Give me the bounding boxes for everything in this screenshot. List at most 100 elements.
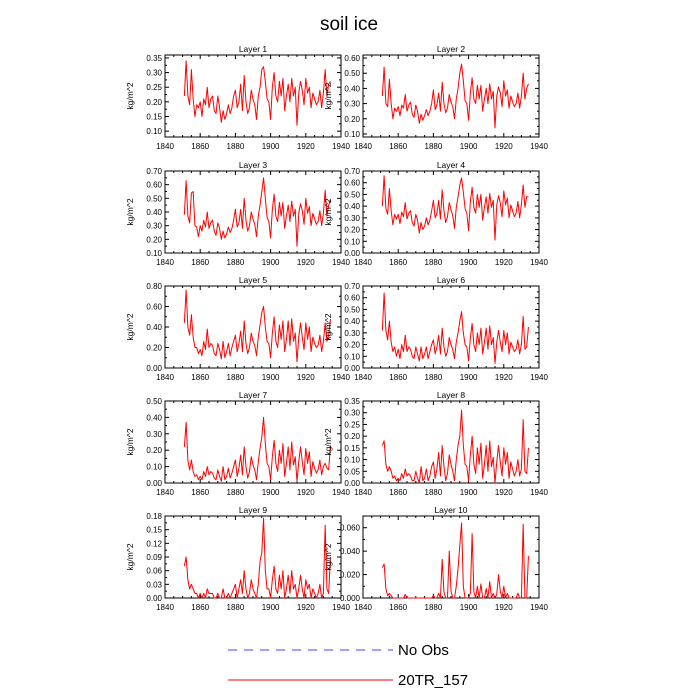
y-tick-label: 0.060 <box>340 524 361 533</box>
y-tick-label: 0.40 <box>344 317 360 326</box>
y-tick-label: 0.06 <box>146 567 162 576</box>
panel-layer-7: Layer 7 kg/m^2 1840 1860 1880 1900 1920 1940 0.0… <box>125 390 350 497</box>
x-tick-label: 1860 <box>389 603 407 612</box>
y-tick-label: 0.40 <box>146 323 162 332</box>
figure-title: soil ice <box>320 14 378 35</box>
panel-layer-1: Layer 1 kg/m^2 1840 1860 1880 1900 1920 1940 0.1… <box>125 44 350 151</box>
x-tick-label: 1900 <box>460 488 478 497</box>
y-axis-label: kg/m^2 <box>323 543 333 570</box>
x-tick-label: 1880 <box>425 488 443 497</box>
y-tick-label: 0.10 <box>344 352 360 361</box>
y-tick-label: 0.50 <box>344 190 360 199</box>
x-tick-label: 1880 <box>227 603 245 612</box>
plot-frame <box>362 54 540 138</box>
y-axis-label: kg/m^2 <box>323 313 333 340</box>
legend-label-no-obs: No Obs <box>398 642 449 659</box>
series-line-20tr-157 <box>183 177 331 247</box>
y-tick-label: 0.80 <box>146 282 162 291</box>
x-tick-label: 1860 <box>191 258 209 267</box>
panel-title: Layer 8 <box>437 390 466 400</box>
y-tick-label: 0.40 <box>146 208 162 217</box>
x-tick-label: 1880 <box>227 488 245 497</box>
panel-layer-5: Layer 5 kg/m^2 1840 1860 1880 1900 1920 1940 0.0… <box>125 275 350 382</box>
y-tick-label: 0.30 <box>344 214 360 223</box>
panel-title: Layer 2 <box>437 44 466 54</box>
x-tick-label: 1880 <box>425 142 443 151</box>
x-tick-label: 1940 <box>332 488 350 497</box>
y-tick-label: 0.60 <box>146 303 162 312</box>
x-tick-label: 1940 <box>530 603 548 612</box>
series-line-20tr-157 <box>381 175 529 241</box>
panel-layer-2: Layer 2 kg/m^2 1840 1860 1880 1900 1920 1940 0.1… <box>323 44 548 151</box>
y-tick-label: 0.040 <box>340 547 361 556</box>
series-line-20tr-157 <box>183 60 331 126</box>
x-tick-label: 1880 <box>227 373 245 382</box>
y-tick-label: 0.60 <box>344 179 360 188</box>
x-tick-label: 1860 <box>191 142 209 151</box>
legend-label-20tr-157: 20TR_157 <box>398 672 468 689</box>
panel-title: Layer 6 <box>437 275 466 285</box>
y-tick-label: 0.70 <box>344 167 360 176</box>
panel-title: Layer 9 <box>239 505 268 515</box>
y-tick-label: 0.60 <box>146 181 162 190</box>
y-tick-label: 0.70 <box>344 282 360 291</box>
y-tick-label: 0.12 <box>146 539 162 548</box>
panel-title: Layer 3 <box>239 160 268 170</box>
x-tick-label: 1900 <box>262 488 280 497</box>
y-tick-label: 0.35 <box>146 54 162 63</box>
x-tick-label: 1920 <box>297 603 315 612</box>
legend: No Obs 20TR_157 <box>228 642 468 689</box>
panel-title: Layer 5 <box>239 275 268 285</box>
x-tick-label: 1840 <box>156 142 174 151</box>
x-tick-label: 1940 <box>530 373 548 382</box>
y-tick-label: 0.15 <box>146 113 162 122</box>
x-tick-label: 1940 <box>332 142 350 151</box>
y-tick-label: 0.00 <box>344 364 360 373</box>
y-tick-label: 0.10 <box>344 130 360 139</box>
panel-layer-9: Layer 9 kg/m^2 1840 1860 1880 1900 1920 1940 0.0… <box>125 505 350 612</box>
y-tick-label: 0.40 <box>344 84 360 93</box>
x-tick-label: 1940 <box>530 258 548 267</box>
x-tick-label: 1860 <box>191 373 209 382</box>
x-tick-label: 1940 <box>332 373 350 382</box>
x-tick-label: 1840 <box>354 603 372 612</box>
panel-title: Layer 7 <box>239 390 268 400</box>
series-line-20tr-157 <box>183 416 331 482</box>
x-tick-label: 1880 <box>227 142 245 151</box>
y-tick-label: 0.00 <box>344 249 360 258</box>
panels: Layer 1 kg/m^2 1840 1860 1880 1900 1920 1940 0.1… <box>125 44 548 612</box>
y-tick-label: 0.30 <box>344 409 360 418</box>
y-tick-label: 0.20 <box>344 226 360 235</box>
x-tick-label: 1900 <box>460 373 478 382</box>
y-axis-label: kg/m^2 <box>125 313 135 340</box>
series-line-20tr-157 <box>381 63 529 129</box>
panel-layer-3: Layer 3 kg/m^2 1840 1860 1880 1900 1920 1940 0.1… <box>125 160 350 267</box>
y-tick-label: 0.09 <box>146 553 162 562</box>
series-line-20tr-157 <box>183 517 331 599</box>
series-line-20tr-157 <box>183 289 331 363</box>
x-tick-label: 1860 <box>389 258 407 267</box>
y-tick-label: 0.60 <box>344 54 360 63</box>
x-tick-label: 1900 <box>262 142 280 151</box>
y-axis-label: kg/m^2 <box>125 198 135 225</box>
y-axis-label: kg/m^2 <box>323 428 333 455</box>
x-tick-label: 1860 <box>389 488 407 497</box>
x-tick-label: 1840 <box>354 258 372 267</box>
x-tick-label: 1940 <box>332 258 350 267</box>
y-tick-label: 0.30 <box>344 329 360 338</box>
x-tick-label: 1920 <box>495 488 513 497</box>
y-tick-label: 0.20 <box>146 98 162 107</box>
y-axis-label: kg/m^2 <box>125 428 135 455</box>
x-tick-label: 1840 <box>354 488 372 497</box>
y-axis-label: kg/m^2 <box>125 82 135 109</box>
plot-frame <box>164 285 342 369</box>
y-tick-label: 0.020 <box>340 571 361 580</box>
y-tick-label: 0.25 <box>344 420 360 429</box>
x-tick-label: 1840 <box>156 258 174 267</box>
x-tick-label: 1900 <box>262 603 280 612</box>
y-axis-label: kg/m^2 <box>323 82 333 109</box>
x-tick-label: 1900 <box>262 373 280 382</box>
